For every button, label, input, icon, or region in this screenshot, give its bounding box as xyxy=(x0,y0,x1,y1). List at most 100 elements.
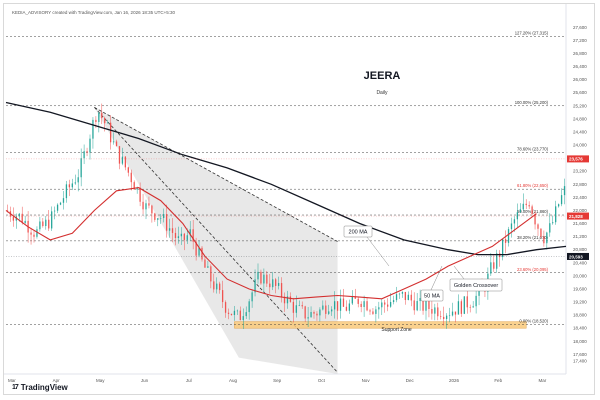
candle-body xyxy=(404,291,407,301)
candle-body xyxy=(198,247,200,256)
candle-body xyxy=(292,301,295,313)
candle-body xyxy=(269,283,271,288)
candle-body xyxy=(448,315,451,317)
y-tick-label: 21,200 xyxy=(573,234,587,239)
candle-body xyxy=(369,310,371,312)
x-tick-label: Jun xyxy=(141,378,149,383)
candle-body xyxy=(56,204,59,211)
candle-body xyxy=(86,151,88,153)
candle-body xyxy=(260,271,262,284)
candle-body xyxy=(112,141,115,143)
candle-body xyxy=(189,229,191,236)
candle-body xyxy=(472,306,474,308)
y-tick-label: 22,000 xyxy=(573,208,587,213)
candle-body xyxy=(304,306,306,319)
candle-body xyxy=(389,302,392,307)
candle-body xyxy=(272,279,274,288)
price-label-text: 20,593 xyxy=(569,254,583,259)
candle-body xyxy=(115,141,118,147)
candle-body xyxy=(357,298,359,304)
fib-level-label: 100.00% (25,200) xyxy=(515,100,549,105)
candle-body xyxy=(236,310,239,312)
candle-body xyxy=(555,206,557,223)
y-tick-label: 26,400 xyxy=(573,64,587,69)
candle-body xyxy=(322,305,324,310)
x-tick-label: Oct xyxy=(318,378,326,383)
y-tick-label: 21,600 xyxy=(573,221,587,226)
fib-level-label: 61.80% (22,650) xyxy=(517,183,549,188)
fib-level-label: 23.60% (20,095) xyxy=(517,267,549,272)
candle-body xyxy=(451,311,454,316)
fib-level-label: 127.20% (27,315) xyxy=(515,31,549,36)
candle-body xyxy=(127,167,129,173)
y-tick-label: 24,800 xyxy=(573,116,587,121)
y-tick-label: 23,200 xyxy=(573,169,587,174)
candle-body xyxy=(342,298,345,307)
candle-body xyxy=(186,235,188,240)
y-tick-label: 24,000 xyxy=(573,143,587,148)
candle-body xyxy=(348,303,351,311)
candle-body xyxy=(543,236,545,244)
y-tick-label: 19,200 xyxy=(573,300,587,305)
candle-body xyxy=(513,219,516,224)
candle-body xyxy=(62,198,65,203)
x-tick-label: Feb xyxy=(494,378,502,383)
x-tick-label: Nov xyxy=(362,378,371,383)
golden-crossover-pointer xyxy=(453,265,465,280)
candle-body xyxy=(89,138,91,153)
candle-body xyxy=(360,303,362,307)
candle-body xyxy=(139,187,141,202)
candle-body xyxy=(245,312,247,317)
fib-level-label: 38.20% (21,070) xyxy=(517,235,549,240)
candle-body xyxy=(45,219,47,227)
candle-body xyxy=(104,117,106,124)
tradingview-brand: TradingView xyxy=(20,383,68,392)
y-tick-label: 18,400 xyxy=(573,326,587,331)
candle-body xyxy=(68,184,71,188)
x-tick-label: Mar xyxy=(539,378,547,383)
candle-body xyxy=(39,221,41,230)
y-tick-label: 22,800 xyxy=(573,182,587,187)
candle-body xyxy=(345,306,348,311)
candle-body xyxy=(280,283,283,297)
x-tick-label: 2026 xyxy=(449,378,460,383)
y-tick-label: 20,800 xyxy=(573,247,587,252)
candle-body xyxy=(552,222,554,224)
candle-body xyxy=(210,266,212,282)
candle-body xyxy=(398,293,401,295)
candle-body xyxy=(177,236,180,238)
candle-body xyxy=(560,195,563,205)
candle-body xyxy=(537,224,539,229)
candle-body xyxy=(375,309,377,314)
y-tick-label: 19,600 xyxy=(573,286,587,291)
candle-body xyxy=(563,186,566,196)
fib-level-label: 78.60% (23,770) xyxy=(517,147,549,152)
ma50-pointer xyxy=(430,265,443,291)
chart-frame: 17,400 17,600 18,000 18,400 18,800 19,200 19,6… xyxy=(3,3,595,395)
fib-level-label: 50.00% (21,860) xyxy=(517,209,549,214)
candle-body xyxy=(522,203,524,210)
y-tick-label: 20,000 xyxy=(573,273,587,278)
y-tick-label: 18,800 xyxy=(573,313,587,318)
candle-body xyxy=(213,281,215,290)
header-credit: KEDIA_ADVISORY created with TradingView.… xyxy=(12,10,175,15)
candle-body xyxy=(59,202,62,205)
candle-body xyxy=(387,304,389,307)
candle-body xyxy=(101,112,103,118)
candle-body xyxy=(24,220,26,223)
candle-body xyxy=(325,305,327,314)
candle-body xyxy=(445,315,448,319)
candle-body xyxy=(142,201,144,210)
price-label-tag xyxy=(567,212,589,220)
candle-body xyxy=(36,229,38,237)
candle-body xyxy=(336,301,339,311)
x-tick-label: Jul xyxy=(186,378,192,383)
candle-body xyxy=(286,296,289,304)
candle-body xyxy=(12,216,15,221)
candle-body xyxy=(42,221,44,227)
candle-body xyxy=(98,112,100,123)
candle-body xyxy=(354,296,356,299)
chart-subtitle: Daily xyxy=(376,90,388,96)
tradingview-logo[interactable]: 17 TradingView xyxy=(12,383,68,392)
candle-body xyxy=(510,223,513,230)
